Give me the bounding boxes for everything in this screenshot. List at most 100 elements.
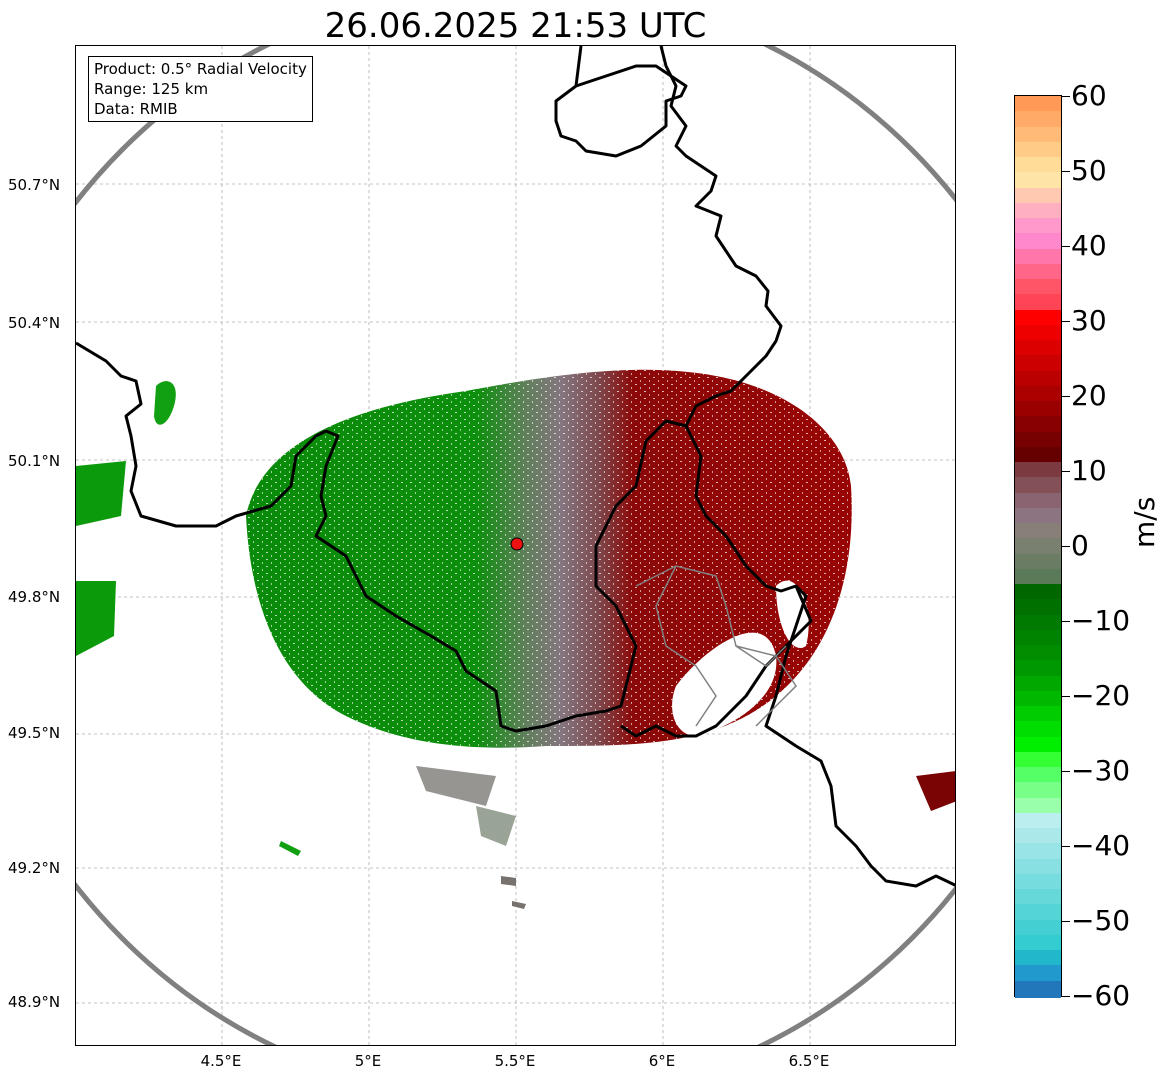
colorbar-tick-label: 50 xyxy=(1071,154,1107,187)
colorbar-segment xyxy=(1015,706,1061,724)
colorbar-segment xyxy=(1015,934,1061,953)
colorbar-segment xyxy=(1015,919,1061,937)
colorbar-segment xyxy=(1015,675,1061,693)
colorbar-tick-label: 0 xyxy=(1071,529,1089,562)
map-title: 26.06.2025 21:53 UTC xyxy=(324,6,707,46)
colorbar-tick-label: −20 xyxy=(1071,679,1131,712)
colorbar-segment xyxy=(1015,599,1061,617)
colorbar-segment xyxy=(1015,187,1061,205)
colorbar-segment xyxy=(1015,279,1061,297)
colorbar-tick xyxy=(1062,396,1070,397)
colorbar-segment xyxy=(1015,248,1061,266)
colorbar-segment xyxy=(1015,660,1061,678)
colorbar-segment xyxy=(1015,401,1061,419)
colorbar-segment xyxy=(1015,385,1061,403)
lon-tick-label: 5.5°E xyxy=(494,1052,536,1070)
colorbar-tick xyxy=(1062,546,1070,547)
colorbar-segment xyxy=(1015,523,1061,541)
colorbar-segment xyxy=(1015,340,1061,358)
lat-tick-label: 50.7°N xyxy=(8,176,61,194)
colorbar-tick xyxy=(1062,771,1070,772)
colorbar-segment xyxy=(1015,202,1061,220)
colorbar-tick-label: 10 xyxy=(1071,454,1107,487)
lon-tick-label: 4.5°E xyxy=(200,1052,242,1070)
colorbar-tick xyxy=(1062,621,1070,622)
colorbar-segment xyxy=(1015,889,1061,907)
colorbar-segment xyxy=(1015,568,1061,586)
colorbar-segment xyxy=(1015,950,1061,968)
colorbar-segment xyxy=(1015,355,1061,373)
colorbar-segment xyxy=(1015,614,1061,632)
radar-map-canvas xyxy=(76,46,955,1045)
colorbar-unit-label: m/s xyxy=(1128,497,1161,548)
colorbar-tick xyxy=(1062,921,1070,922)
colorbar-segment xyxy=(1015,309,1061,327)
lon-tick-label: 5°E xyxy=(354,1052,382,1070)
colorbar-segment xyxy=(1015,629,1061,647)
colorbar-segment xyxy=(1015,416,1061,434)
colorbar-segment xyxy=(1015,157,1061,175)
lat-tick-label: 50.1°N xyxy=(8,452,61,470)
colorbar-tick xyxy=(1062,246,1070,247)
colorbar-tick xyxy=(1062,321,1070,322)
lat-tick-label: 49.5°N xyxy=(8,724,61,742)
colorbar-segment xyxy=(1015,980,1061,998)
colorbar-segment xyxy=(1015,843,1061,861)
country-borders xyxy=(76,46,955,888)
colorbar-tick-label: 30 xyxy=(1071,304,1107,337)
colorbar-tick xyxy=(1062,96,1070,97)
colorbar-segment xyxy=(1015,507,1061,525)
colorbar-segment xyxy=(1015,812,1061,830)
radar-map[interactable] xyxy=(75,45,956,1046)
colorbar-segment xyxy=(1015,965,1061,983)
colorbar-tick-label: −50 xyxy=(1071,904,1131,937)
colorbar-segment xyxy=(1015,141,1061,159)
colorbar-segment xyxy=(1015,126,1061,144)
colorbar-segment xyxy=(1015,751,1061,769)
colorbar-tick-label: −60 xyxy=(1071,979,1131,1012)
colorbar-segment xyxy=(1015,873,1061,891)
colorbar-tick xyxy=(1062,996,1070,997)
lon-tick-label: 6.5°E xyxy=(788,1052,830,1070)
colorbar-segment xyxy=(1015,904,1061,922)
velocity-colorbar xyxy=(1014,95,1062,998)
colorbar-tick xyxy=(1062,696,1070,697)
lat-tick-label: 49.8°N xyxy=(8,588,61,606)
colorbar-segment xyxy=(1015,431,1061,449)
radar-site-marker[interactable] xyxy=(510,537,524,551)
colorbar-segment xyxy=(1015,324,1061,342)
colorbar-segment xyxy=(1015,645,1061,663)
colorbar-segment xyxy=(1015,370,1061,388)
colorbar-segment xyxy=(1015,553,1061,571)
colorbar-segment xyxy=(1015,828,1061,846)
colorbar-segment xyxy=(1015,797,1061,815)
colorbar-segment xyxy=(1015,538,1061,556)
colorbar-tick xyxy=(1062,846,1070,847)
colorbar-segment xyxy=(1015,477,1061,495)
colorbar-segment xyxy=(1015,233,1061,251)
colorbar-tick xyxy=(1062,171,1070,172)
product-info-box: Product: 0.5° Radial Velocity Range: 125… xyxy=(88,56,313,122)
info-range: Range: 125 km xyxy=(94,80,209,98)
colorbar-tick-label: −10 xyxy=(1071,604,1131,637)
colorbar-segment xyxy=(1015,721,1061,739)
colorbar-segment xyxy=(1015,446,1061,464)
colorbar-segment xyxy=(1015,782,1061,800)
lon-tick-label: 6°E xyxy=(648,1052,676,1070)
colorbar-unit-text: m/s xyxy=(1128,496,1161,548)
lat-tick-label: 48.9°N xyxy=(8,993,61,1011)
colorbar-segment xyxy=(1015,690,1061,708)
colorbar-segment xyxy=(1015,492,1061,510)
lat-tick-label: 49.2°N xyxy=(8,859,61,877)
info-data: Data: RMIB xyxy=(94,100,178,118)
colorbar-tick-label: −30 xyxy=(1071,754,1131,787)
lat-tick-label: 50.4°N xyxy=(8,314,61,332)
colorbar-segment xyxy=(1015,111,1061,129)
admin-boundaries xyxy=(635,565,797,727)
colorbar-tick xyxy=(1062,471,1070,472)
colorbar-segment xyxy=(1015,263,1061,281)
colorbar-segment xyxy=(1015,172,1061,190)
colorbar-tick-label: 40 xyxy=(1071,229,1107,262)
colorbar-tick-label: 20 xyxy=(1071,379,1107,412)
colorbar-segment xyxy=(1015,767,1061,785)
